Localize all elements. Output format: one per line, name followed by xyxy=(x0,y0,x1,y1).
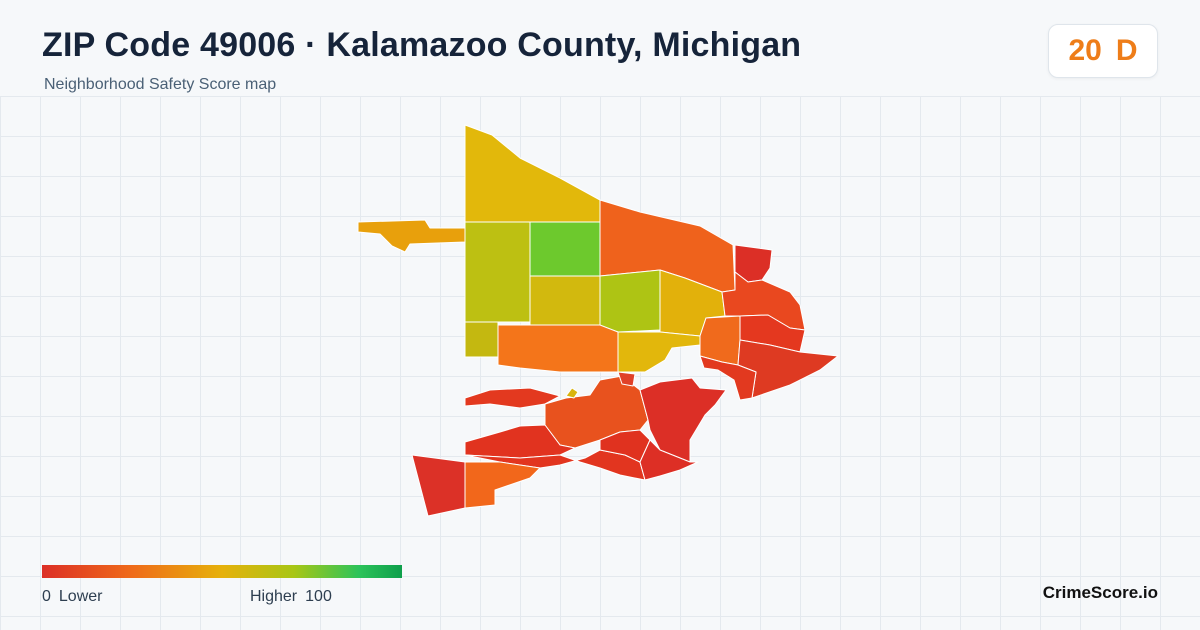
score-value: 20 xyxy=(1068,34,1102,67)
region-green[interactable] xyxy=(529,221,601,277)
region-orange-band[interactable] xyxy=(497,324,619,373)
legend-min-value: 0 xyxy=(42,588,51,605)
legend-max-label: Higher xyxy=(250,588,298,605)
safety-score-badge: 20 D xyxy=(1048,24,1158,78)
region-west-spur[interactable] xyxy=(357,219,466,253)
region-small-yellow[interactable] xyxy=(565,387,579,399)
region-west-lower[interactable] xyxy=(464,321,499,358)
region-central-olive[interactable] xyxy=(599,269,661,333)
legend-max: Higher 100 xyxy=(250,588,340,606)
brand-logo-text[interactable]: CrimeScore.io xyxy=(1042,583,1158,602)
region-north[interactable] xyxy=(464,124,601,223)
region-south-mid-red[interactable] xyxy=(639,377,727,463)
legend-max-value: 100 xyxy=(305,588,332,605)
region-southwest-orange[interactable] xyxy=(464,461,541,509)
legend-color-scale xyxy=(42,565,402,578)
region-east-small[interactable] xyxy=(699,355,757,401)
region-southwest-red[interactable] xyxy=(411,454,466,517)
legend-min: 0 Lower xyxy=(42,588,110,606)
legend-min-label: Lower xyxy=(58,588,103,605)
page-subtitle: Neighborhood Safety Score map xyxy=(44,76,277,93)
page-title: ZIP Code 49006 · Kalamazoo County, Michi… xyxy=(42,26,802,64)
region-mid-olive[interactable] xyxy=(529,275,601,326)
region-south-inner-2[interactable] xyxy=(639,439,699,481)
region-small-red-north[interactable] xyxy=(617,371,636,387)
region-west-block[interactable] xyxy=(464,221,531,323)
region-yellow-center[interactable] xyxy=(617,331,701,373)
score-grade: D xyxy=(1115,34,1138,67)
